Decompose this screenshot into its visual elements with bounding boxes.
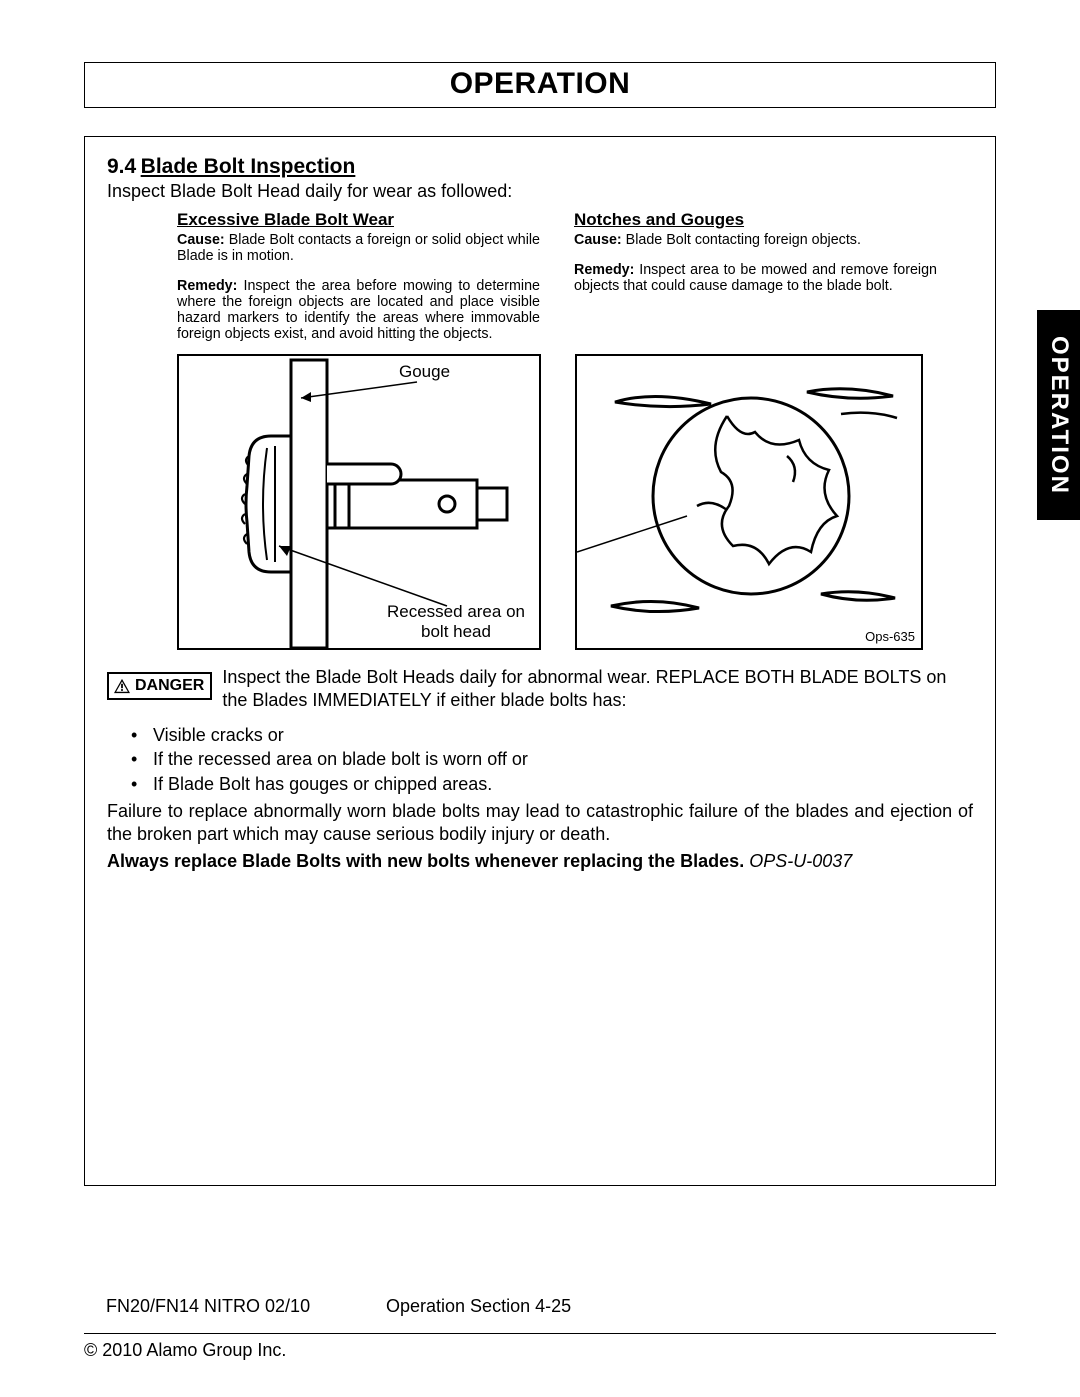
- always-ref: OPS-U-0037: [749, 851, 852, 871]
- danger-label: DANGER: [135, 677, 204, 695]
- gouge-label: Gouge: [399, 362, 450, 382]
- list-item: If Blade Bolt has gouges or chipped area…: [107, 772, 973, 796]
- page: OPERATION OPERATION 9.4 Blade Bolt Inspe…: [0, 0, 1080, 1397]
- cause-text: Blade Bolt contacting foreign objects.: [626, 232, 861, 248]
- bolt-face-svg: [577, 356, 925, 652]
- recessed-label: Recessed area on bolt head: [387, 602, 525, 641]
- footer-center: Operation Section 4-25: [386, 1296, 571, 1317]
- list-item: Visible cracks or: [107, 723, 973, 747]
- figure-bolt-face: Ops-635: [575, 354, 923, 650]
- section-intro: Inspect Blade Bolt Head daily for wear a…: [107, 181, 973, 202]
- cause-label: Cause:: [177, 232, 225, 248]
- always-bold: Always replace Blade Bolts with new bolt…: [107, 851, 744, 871]
- col-remedy: Remedy: Inspect area to be mowed and rem…: [574, 262, 937, 294]
- figure-area: Gouge Recessed area on bolt head: [177, 354, 937, 654]
- column-notches-gouges: Notches and Gouges Cause: Blade Bolt con…: [574, 210, 937, 342]
- cause-text: Blade Bolt contacts a foreign or solid o…: [177, 232, 540, 264]
- two-column-causes: Excessive Blade Bolt Wear Cause: Blade B…: [177, 210, 937, 342]
- page-title-box: OPERATION: [84, 62, 996, 108]
- failure-paragraph: Failure to replace abnormally worn blade…: [107, 800, 973, 847]
- recessed-l2: bolt head: [421, 622, 491, 641]
- page-title: OPERATION: [450, 67, 631, 100]
- footer-row: FN20/FN14 NITRO 02/10 Operation Section …: [106, 1296, 974, 1317]
- cause-label: Cause:: [574, 232, 622, 248]
- figure-ref: Ops-635: [865, 629, 915, 644]
- col-cause: Cause: Blade Bolt contacting foreign obj…: [574, 232, 937, 248]
- section-number: 9.4: [107, 155, 136, 178]
- col-heading: Notches and Gouges: [574, 210, 937, 230]
- footer-left: FN20/FN14 NITRO 02/10: [106, 1296, 386, 1317]
- section-heading: 9.4 Blade Bolt Inspection: [107, 155, 973, 179]
- list-item: If the recessed area on blade bolt is wo…: [107, 747, 973, 771]
- remedy-label: Remedy:: [177, 278, 237, 294]
- warning-bullets: Visible cracks or If the recessed area o…: [107, 723, 973, 796]
- col-heading: Excessive Blade Bolt Wear: [177, 210, 540, 230]
- section-title: Blade Bolt Inspection: [141, 155, 356, 178]
- content-frame: 9.4 Blade Bolt Inspection Inspect Blade …: [84, 136, 996, 1186]
- side-tab-label: OPERATION: [1045, 336, 1073, 495]
- warning-icon: [113, 678, 131, 694]
- danger-row: DANGER Inspect the Blade Bolt Heads dail…: [107, 666, 973, 711]
- figure-bolt-side: Gouge Recessed area on bolt head: [177, 354, 541, 650]
- danger-badge: DANGER: [107, 672, 212, 700]
- col-cause: Cause: Blade Bolt contacts a foreign or …: [177, 232, 540, 264]
- danger-text: Inspect the Blade Bolt Heads daily for a…: [222, 666, 973, 711]
- recessed-l1: Recessed area on: [387, 602, 525, 621]
- side-tab-operation: OPERATION: [1037, 310, 1080, 520]
- remedy-label: Remedy:: [574, 262, 634, 278]
- copyright-line: © 2010 Alamo Group Inc.: [84, 1333, 996, 1361]
- always-replace-line: Always replace Blade Bolts with new bolt…: [107, 851, 973, 872]
- column-excessive-wear: Excessive Blade Bolt Wear Cause: Blade B…: [177, 210, 540, 342]
- col-remedy: Remedy: Inspect the area before mowing t…: [177, 278, 540, 342]
